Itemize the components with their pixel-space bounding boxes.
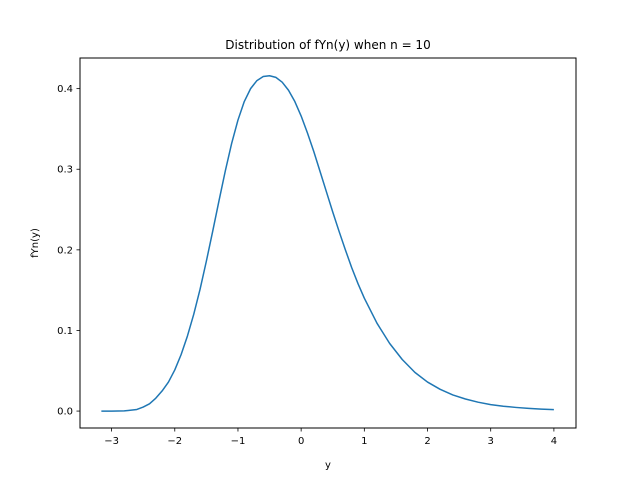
- x-axis-label: y: [325, 460, 331, 471]
- x-tick-label: −2: [167, 436, 182, 447]
- plot-area: [101, 74, 554, 412]
- y-axis-label: fYn(y): [30, 228, 41, 258]
- x-tick-label: 2: [424, 436, 430, 447]
- chart-title: Distribution of fYn(y) when n = 10: [225, 38, 430, 52]
- y-tick-label: 0.4: [57, 84, 73, 95]
- y-tick-label: 0.2: [57, 245, 73, 256]
- x-tick-label: 1: [361, 436, 367, 447]
- x-tick-label: 4: [551, 436, 557, 447]
- x-tick-label: −3: [104, 436, 119, 447]
- y-tick-label: 0.3: [57, 165, 73, 176]
- x-tick-label: 3: [488, 436, 494, 447]
- series-line-0: [101, 74, 554, 412]
- y-tick-label: 0.0: [57, 407, 73, 418]
- y-axis: 0.0 0.1 0.2 0.3 0.4: [57, 84, 80, 418]
- y-tick-label: 0.1: [57, 326, 73, 337]
- x-tick-label: 0: [298, 436, 304, 447]
- axes-frame: [79, 57, 577, 429]
- x-tick-label: −1: [231, 436, 246, 447]
- x-axis: −3 −2 −1 0 1 2 3 4: [104, 428, 557, 447]
